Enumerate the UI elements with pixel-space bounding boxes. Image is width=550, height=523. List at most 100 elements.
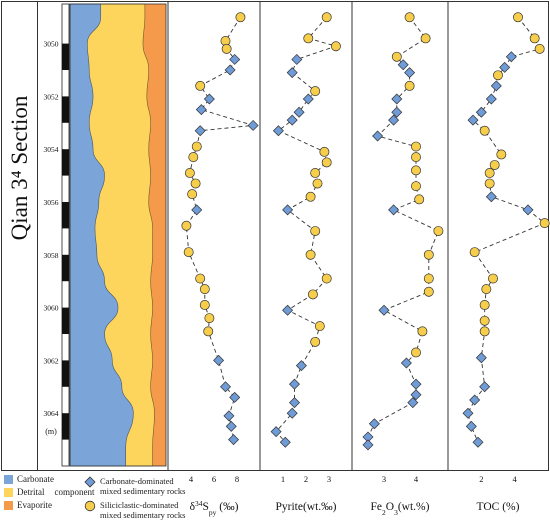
legend-diamond-line2: mixed sedimentary rocks — [100, 486, 186, 496]
circle-point — [417, 326, 428, 337]
diamond-point — [475, 106, 487, 118]
circle-point — [481, 284, 492, 295]
legend-diamond: Carbonate-dominated mixed sedimentary ro… — [84, 476, 185, 496]
circle-point — [191, 141, 202, 152]
depth-label: 3050 — [44, 40, 59, 49]
circle-point — [307, 289, 318, 300]
axis-label: Fe2O3(wt.%) — [371, 501, 430, 517]
depth-label: 3058 — [44, 251, 59, 260]
depth-label: 3054 — [44, 145, 59, 154]
circle-point — [420, 33, 431, 44]
circle-point — [423, 286, 434, 297]
circle-point — [310, 168, 321, 178]
tick-label: 3 — [327, 474, 331, 484]
diamond-point — [400, 357, 412, 369]
circle-point — [204, 313, 215, 324]
circle-point — [203, 326, 214, 337]
diamond-point — [229, 391, 241, 403]
diamond-point — [223, 410, 235, 422]
diamond-point — [225, 420, 237, 432]
circle-point — [310, 226, 321, 236]
legend-circle: Siliciclastic-dominated mixed sedimentar… — [84, 500, 185, 520]
circle-point — [411, 165, 421, 176]
legend-diamond-text: Carbonate-dominated mixed sedimentary ro… — [100, 476, 185, 496]
carbonate-area — [69, 3, 134, 467]
circle-point — [190, 178, 201, 189]
diamond-point — [291, 53, 303, 65]
circle-point — [404, 12, 415, 23]
diamond-point — [213, 354, 225, 366]
diamond-point — [191, 204, 203, 216]
circle-point — [310, 86, 321, 97]
diamond-point — [302, 93, 314, 105]
circle-point — [411, 141, 421, 152]
tick-label: 4 — [189, 474, 194, 484]
ruler-segment — [62, 360, 69, 387]
lithology-frame — [69, 3, 167, 467]
diamond-point — [469, 394, 481, 406]
tick-label: 2 — [304, 474, 308, 484]
ruler-segment — [62, 413, 69, 440]
circle-point — [423, 273, 434, 284]
series-line — [367, 16, 439, 445]
legend-detrital: Detrital component — [4, 487, 95, 497]
tick-label: 4 — [414, 474, 419, 484]
diamond-point — [203, 93, 215, 105]
circle-point — [529, 33, 540, 44]
depth-unit: (m) — [45, 427, 57, 436]
tick-label: 2 — [479, 474, 483, 484]
circle-point — [181, 220, 192, 231]
circle-point — [312, 178, 323, 189]
title-cell — [1, 1, 38, 471]
circle-point — [404, 80, 415, 91]
diamond-point — [247, 119, 259, 131]
circle-point — [411, 152, 421, 163]
diamond-point — [499, 61, 511, 73]
series-line — [467, 16, 546, 443]
depth-axis: 3050 3052 3054 3056 3058 3060 3062 3064 — [44, 40, 59, 419]
circle-point — [221, 43, 232, 54]
circle-point — [489, 160, 500, 170]
circle-point — [433, 226, 444, 236]
diamond-point — [490, 80, 502, 92]
geochem-panels: 4 6 8 δ34Spy (‰) 1 2 3 Pyrite(wt.‰) 3 4 Fe2O3(wt.%… — [167, 1, 550, 517]
lithology-legend: Carbonate Detrital component Evaporite — [4, 474, 95, 513]
circle-marker-icon — [84, 500, 96, 512]
circle-point — [183, 247, 194, 258]
tick-label: 3 — [382, 474, 386, 484]
circle-point — [188, 152, 199, 163]
circle-point — [414, 194, 425, 205]
circle-point — [314, 321, 325, 332]
diamond-point — [279, 436, 291, 448]
diamond-point — [485, 191, 497, 203]
diamond-point — [270, 426, 282, 438]
diamond-point — [462, 407, 474, 419]
panel-toc: 2 4 TOC (%) — [447, 1, 550, 513]
diamond-point — [224, 64, 236, 76]
circle-point — [195, 273, 206, 284]
circle-point — [423, 249, 434, 260]
ruler-segment — [62, 254, 69, 282]
circle-point — [534, 43, 545, 54]
legend-carbonate-label: Carbonate — [17, 474, 54, 484]
ruler-frame — [61, 3, 70, 467]
diamond-point — [388, 114, 400, 126]
ruler-segment — [62, 43, 69, 70]
depth-label: 3052 — [44, 92, 59, 101]
circle-point — [310, 336, 321, 347]
diamond-point — [286, 114, 298, 126]
diamond-point — [229, 53, 241, 65]
diamond-point — [378, 304, 390, 316]
diamond-point — [391, 93, 403, 105]
circle-point — [184, 168, 195, 178]
diamond-point — [391, 106, 403, 118]
diamond-point — [522, 204, 534, 216]
diamond-point — [282, 304, 294, 316]
lithology-column — [69, 3, 167, 467]
diamond-point — [465, 420, 477, 432]
circle-point — [305, 191, 316, 202]
series-line — [275, 16, 338, 443]
legend-circle-line2: mixed sedimentary rocks — [100, 510, 186, 520]
circle-point — [391, 51, 402, 62]
legend-detrital-label: Detrital — [17, 487, 45, 497]
